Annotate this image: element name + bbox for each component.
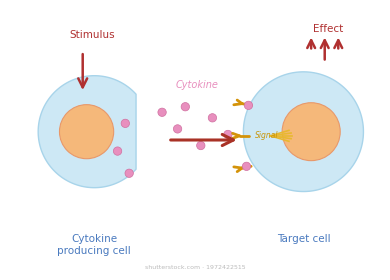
Text: Cytokine: Cytokine — [176, 80, 218, 90]
Ellipse shape — [59, 105, 113, 159]
Polygon shape — [38, 76, 136, 188]
Ellipse shape — [125, 169, 133, 178]
Ellipse shape — [224, 130, 232, 139]
Ellipse shape — [121, 119, 129, 127]
Ellipse shape — [181, 102, 190, 111]
Ellipse shape — [242, 162, 251, 171]
Text: shutterstock.com · 1972422515: shutterstock.com · 1972422515 — [145, 265, 245, 270]
Text: Signal: Signal — [255, 131, 278, 140]
Ellipse shape — [174, 125, 182, 133]
Ellipse shape — [282, 103, 340, 161]
Ellipse shape — [244, 101, 253, 109]
Text: Stimulus: Stimulus — [69, 30, 115, 40]
Ellipse shape — [208, 114, 216, 122]
Ellipse shape — [197, 141, 205, 150]
Text: Cytokine
producing cell: Cytokine producing cell — [57, 234, 131, 256]
Polygon shape — [243, 72, 363, 192]
Ellipse shape — [158, 108, 166, 116]
Text: Target cell: Target cell — [277, 234, 330, 244]
Text: Effect: Effect — [314, 24, 344, 34]
Ellipse shape — [113, 147, 122, 155]
